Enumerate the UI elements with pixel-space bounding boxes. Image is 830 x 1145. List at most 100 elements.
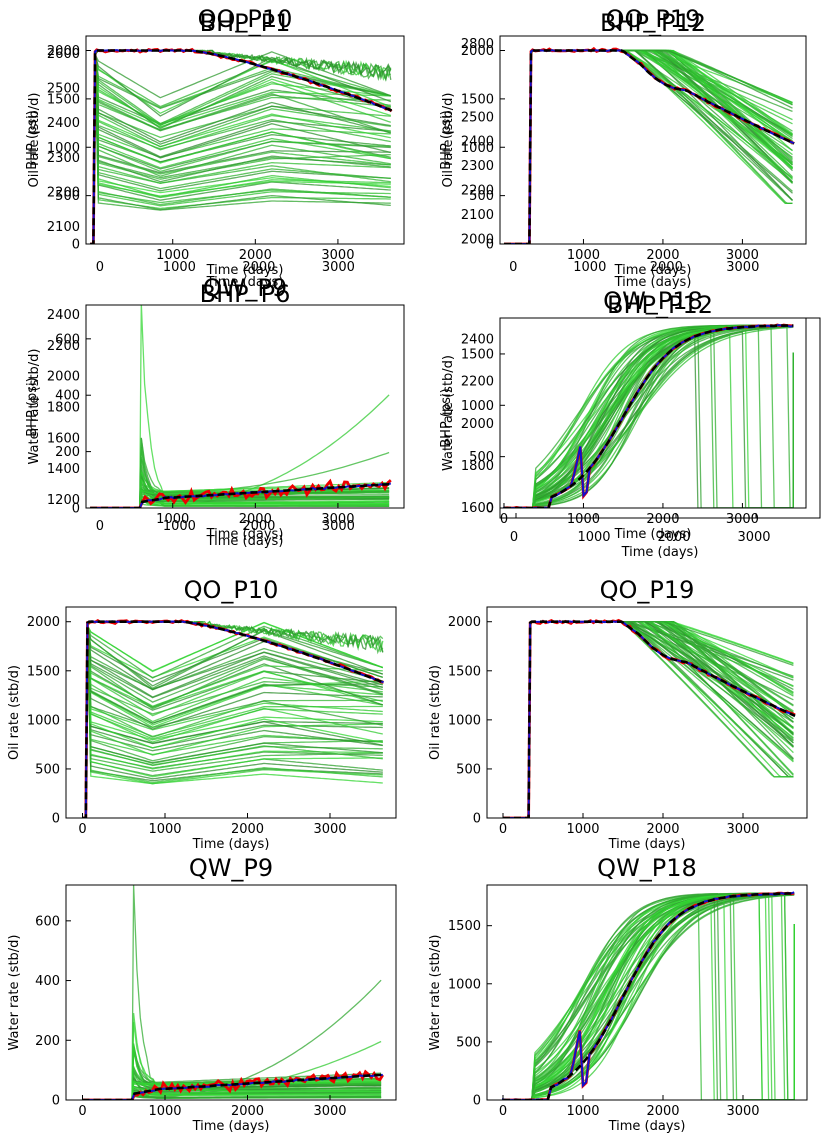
x-tick-label: 2000	[242, 260, 275, 275]
ensemble-member-line	[82, 625, 383, 818]
y-tick-label: 500	[456, 1035, 481, 1050]
ensemble-member-line	[90, 486, 390, 508]
ensemble-member-line	[82, 625, 383, 818]
x-tick-label: 0	[509, 260, 517, 275]
plot-frame	[486, 884, 808, 1101]
x-tick-label: 2000	[646, 248, 679, 263]
y-tick-label: 2400	[461, 333, 494, 348]
ensemble-member-line	[503, 892, 795, 1100]
ensemble-member-line	[82, 625, 383, 818]
y-tick-label: 0	[52, 1094, 60, 1109]
x-tick-label: 1000	[577, 530, 610, 545]
y-tick-label: 1000	[448, 713, 481, 728]
chart-title: QO_P10	[198, 5, 293, 33]
ensemble-mean-line	[90, 482, 391, 508]
y-tick-label: 500	[469, 450, 494, 465]
y-tick-label: 500	[55, 189, 80, 204]
ensemble-member-line	[82, 625, 383, 818]
ensemble-member-line	[90, 54, 391, 244]
y-tick-label: 1500	[27, 664, 60, 679]
ensemble-member-line	[82, 625, 383, 818]
chart-title: BHP_P6	[200, 280, 291, 308]
x-tick-label: 3000	[737, 530, 770, 545]
x-tick-label: 1000	[566, 1104, 599, 1119]
x-tick-label: 3000	[313, 822, 346, 837]
y-tick-label: 0	[473, 1094, 481, 1109]
chart-title: BHP_P12	[600, 9, 706, 37]
x-tick-label: 0	[499, 1104, 507, 1119]
x-axis-label: Time (days)	[608, 1119, 686, 1134]
ensemble-member-line	[503, 892, 795, 1100]
x-tick-label: 0	[78, 1104, 86, 1119]
x-tick-label: 0	[78, 822, 86, 837]
y-tick-label: 2000	[461, 417, 494, 432]
y-tick-label: 1000	[47, 141, 80, 156]
x-tick-label: 0	[500, 512, 508, 527]
x-tick-label: 3000	[322, 260, 355, 275]
chart-qo_p19_top: 1000 2000 3000 0 500 1000 1500 2000 QO_P19 Time (…	[441, 5, 807, 278]
y-tick-label: 2400	[47, 116, 80, 131]
x-tick-label: 2000	[242, 519, 275, 534]
ensemble-member-line	[90, 54, 391, 244]
x-tick-label: 2000	[239, 248, 272, 263]
ensemble-mean-line	[504, 49, 795, 244]
y-tick-label: 2800	[461, 37, 494, 52]
ensemble-member-line	[82, 625, 383, 818]
y-tick-label: 2200	[461, 375, 494, 390]
y-tick-label: 0	[473, 812, 481, 827]
ensemble-member-line	[90, 54, 391, 244]
chart-title: BHP_P12	[607, 291, 713, 319]
x-tick-label: 3000	[726, 248, 759, 263]
ensemble-member-line	[90, 54, 392, 244]
ensemble-member-line	[82, 625, 383, 818]
ensemble-member-line	[82, 1089, 382, 1100]
y-tick-label: 0	[72, 238, 80, 253]
y-tick-label: 1500	[461, 92, 494, 107]
chart-title: QO_P19	[600, 576, 695, 604]
ensemble-member-line	[82, 625, 383, 818]
ensemble-member-line	[82, 625, 383, 818]
x-axis-label: Time (days)	[614, 275, 692, 290]
ensemble-member-line	[82, 625, 383, 818]
x-axis-label: Time (days)	[206, 534, 284, 549]
x-tick-label: 1000	[148, 822, 181, 837]
ensemble-mean-line	[503, 620, 796, 818]
chart-title: QW_P18	[603, 287, 703, 315]
x-tick-label: 1000	[567, 248, 600, 263]
x-tick-label: 1000	[163, 260, 196, 275]
ensemble-member-line	[82, 625, 383, 818]
ensemble-member-line	[90, 54, 391, 244]
x-tick-label: 0	[96, 260, 104, 275]
ensemble-member-line	[90, 54, 391, 244]
y-axis-label: Water rate (stb/d)	[428, 935, 443, 1051]
ensemble-member-line	[82, 1044, 382, 1100]
x-tick-label: 2000	[646, 512, 679, 527]
ensemble-member-line	[90, 54, 391, 244]
ensemble-member-line	[82, 625, 383, 818]
y-axis-label: Oil rate (stb/d)	[441, 92, 456, 187]
x-axis-label: Time (days)	[192, 1119, 270, 1134]
y-tick-label: 1500	[448, 919, 481, 934]
plot-frame	[85, 35, 405, 245]
chart-qw_p9: 0 1000 2000 3000 0 200 400 600 QW_P9 Time (days) W…	[7, 854, 397, 1134]
y-axis-label: BHP (psi)	[25, 377, 40, 436]
chart-qw_p18: 0 1000 2000 3000 0 500 1000 1500 QW_P18 Time (day…	[428, 854, 808, 1134]
ensemble-member-line	[503, 905, 795, 1100]
ensemble-mean-line	[90, 49, 393, 244]
y-tick-label: 0	[52, 812, 60, 827]
chart-bhp_p6: 0 1000 2000 3000120014001600180020002200240…	[25, 280, 405, 549]
x-tick-label: 1000	[566, 822, 599, 837]
y-tick-label: 1500	[448, 664, 481, 679]
ensemble-member-line	[90, 54, 391, 244]
plot-background	[66, 885, 396, 1100]
ensemble-member-line	[504, 325, 794, 508]
plot-area	[82, 618, 385, 818]
ensemble-member-line	[503, 893, 795, 1100]
ensemble-member-line	[90, 54, 391, 244]
x-tick-label: 1000	[163, 519, 196, 534]
y-axis-label: BHP (psi)	[439, 388, 454, 447]
plot-area	[90, 305, 392, 508]
x-tick-label: 1000	[156, 512, 189, 527]
ensemble-mean-line	[82, 1073, 383, 1100]
x-tick-label: 3000	[321, 248, 354, 263]
